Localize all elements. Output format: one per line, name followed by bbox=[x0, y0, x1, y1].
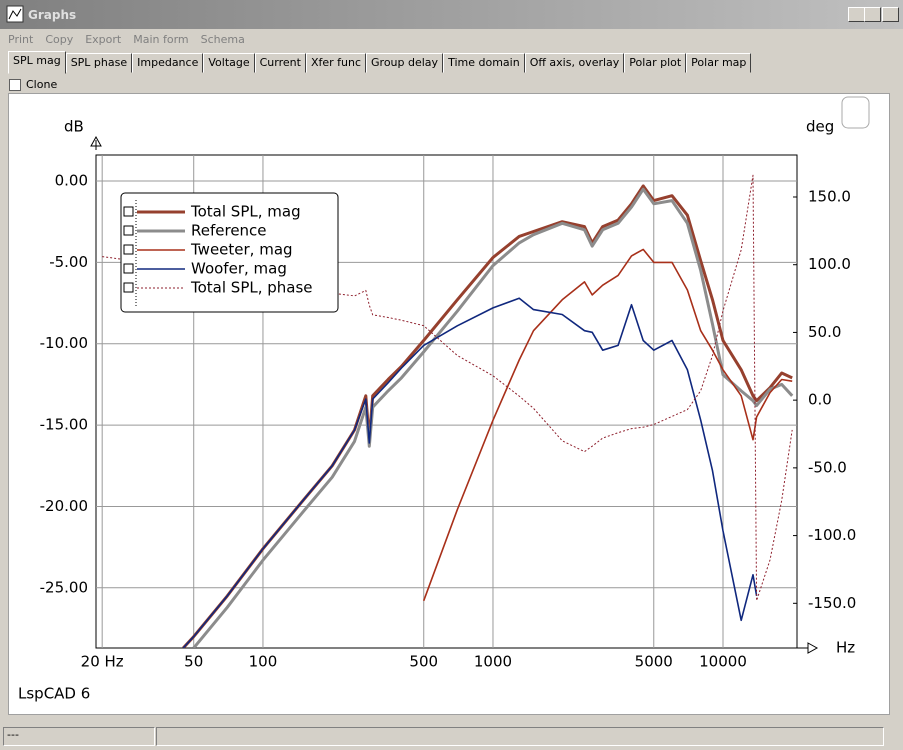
y2-tick-label: 150.0 bbox=[808, 187, 851, 205]
x-tick-label: 10000 bbox=[699, 653, 747, 671]
menu-bar: Print Copy Export Main form Schema bbox=[8, 33, 245, 46]
x-tick-label: 500 bbox=[409, 653, 438, 671]
menu-item[interactable]: Schema bbox=[200, 33, 245, 46]
x-tick-label: 20 Hz bbox=[81, 653, 124, 671]
y2-tick-label: 50.0 bbox=[808, 323, 841, 341]
y2-tick-label: -100.0 bbox=[808, 526, 856, 544]
y-tick-label: -5.00 bbox=[49, 253, 88, 271]
legend-label: Tweeter, mag bbox=[190, 241, 293, 259]
menu-item[interactable]: Main form bbox=[133, 33, 189, 46]
legend-box bbox=[120, 192, 339, 313]
app-icon bbox=[6, 5, 24, 23]
legend-label: Reference bbox=[191, 222, 267, 240]
y-tick-label: 0.00 bbox=[55, 172, 88, 190]
legend-label: Woofer, mag bbox=[191, 260, 287, 278]
x-tick-label: 100 bbox=[249, 653, 278, 671]
clone-option[interactable]: Clone bbox=[9, 78, 57, 91]
tab[interactable]: Polar map bbox=[686, 53, 752, 73]
y2-axis-label: deg bbox=[806, 118, 834, 136]
maximize-button[interactable] bbox=[864, 7, 881, 22]
legend-label: Total SPL, mag bbox=[190, 203, 301, 221]
tab[interactable]: SPL phase bbox=[65, 53, 133, 73]
close-button[interactable] bbox=[882, 7, 899, 22]
y2-tick-label: 0.0 bbox=[808, 391, 832, 409]
x-tick-label: 1000 bbox=[474, 653, 512, 671]
checkbox-label[interactable]: Clone bbox=[26, 78, 58, 91]
legend-checkbox bbox=[123, 206, 134, 217]
x-tick-label: 5000 bbox=[635, 653, 673, 671]
app-footer: LspCAD 6 bbox=[18, 685, 90, 703]
axis-arrow bbox=[797, 642, 819, 654]
checkbox[interactable] bbox=[9, 78, 21, 91]
tab[interactable]: Off axis, overlay bbox=[524, 53, 625, 73]
y-tick-label: -20.00 bbox=[40, 497, 88, 515]
y-tick-label: -25.00 bbox=[40, 578, 88, 596]
series-line bbox=[192, 187, 794, 648]
tab[interactable]: Group delay bbox=[366, 53, 444, 73]
x-axis-label: Hz bbox=[836, 639, 855, 657]
tab[interactable]: Impedance bbox=[132, 53, 204, 73]
y2-tick-label: -150.0 bbox=[808, 594, 856, 612]
axis-arrow bbox=[90, 135, 102, 150]
y-tick-label: -15.00 bbox=[40, 416, 88, 434]
menu-item[interactable]: Copy bbox=[45, 33, 74, 46]
y2-tick-label: -50.0 bbox=[808, 458, 847, 476]
y-axis-label: dB bbox=[64, 118, 84, 136]
corner-button[interactable] bbox=[841, 96, 870, 129]
tab[interactable]: Xfer func bbox=[305, 53, 367, 73]
series-line bbox=[422, 248, 793, 602]
legend-checkbox bbox=[123, 282, 134, 293]
tab[interactable]: Polar plot bbox=[624, 53, 687, 73]
y2-tick-label: 100.0 bbox=[808, 255, 851, 273]
legend-checkbox bbox=[123, 244, 134, 255]
menu-item[interactable]: Export bbox=[85, 33, 122, 46]
tab[interactable]: SPL mag bbox=[8, 51, 66, 74]
plot-frame bbox=[95, 154, 798, 649]
status-text: --- bbox=[7, 728, 19, 741]
menu-item[interactable]: Print bbox=[8, 33, 34, 46]
legend-checkbox bbox=[123, 225, 134, 236]
tab[interactable]: Time domain bbox=[443, 53, 525, 73]
status-field: --- bbox=[3, 727, 155, 746]
tab[interactable]: Current bbox=[254, 53, 306, 73]
series-line bbox=[182, 297, 758, 648]
title-bar: Graphs bbox=[0, 0, 903, 29]
y-tick-label: -10.00 bbox=[40, 334, 88, 352]
legend-label: Total SPL, phase bbox=[190, 279, 313, 297]
tab-strip: SPL mag SPL phase Impedance Voltage Current X… bbox=[8, 51, 752, 74]
legend-checkbox bbox=[123, 263, 134, 274]
window-title: Graphs bbox=[28, 8, 77, 22]
status-field bbox=[156, 727, 884, 746]
tab[interactable]: Voltage bbox=[203, 53, 255, 73]
x-tick-label: 50 bbox=[184, 653, 203, 671]
